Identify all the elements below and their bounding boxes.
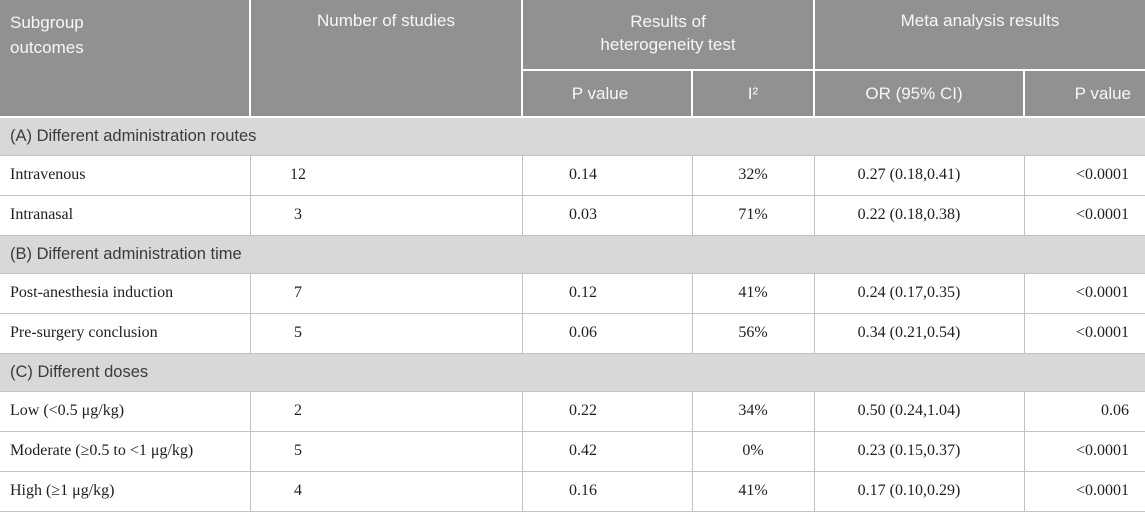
cell-outcome: Post-anesthesia induction — [0, 272, 250, 313]
section-label: (C) Different doses — [0, 352, 1145, 392]
table-row: Intravenous 12 0.14 32% 0.27 (0.18,0.41)… — [0, 154, 1145, 195]
header-row-subcolumns: P value I² OR (95% CI) P value — [0, 69, 1145, 118]
cell-p-meta: <0.0001 — [1023, 470, 1145, 511]
cell-outcome: Low (<0.5 μg/kg) — [0, 390, 250, 431]
cell-p-meta: <0.0001 — [1023, 154, 1145, 195]
table-row: Low (<0.5 μg/kg) 2 0.22 34% 0.50 (0.24,1… — [0, 390, 1145, 431]
header-cell-number-of-studies: Number of studies — [249, 0, 522, 118]
table-row: Moderate (≥0.5 to <1 μg/kg) 5 0.42 0% 0.… — [0, 430, 1145, 471]
header-cell-p-value-het: P value — [521, 69, 692, 118]
cell-outcome: Moderate (≥0.5 to <1 μg/kg) — [0, 430, 250, 471]
header-cell-i-squared: I² — [691, 69, 814, 118]
cell-studies: 7 — [249, 272, 522, 313]
cell-i2: 0% — [691, 430, 814, 471]
table-row: High (≥1 μg/kg) 4 0.16 41% 0.17 (0.10,0.… — [0, 470, 1145, 511]
cell-i2: 34% — [691, 390, 814, 431]
cell-i2: 71% — [691, 194, 814, 235]
cell-or: 0.23 (0.15,0.37) — [813, 430, 1024, 471]
cell-p-het: 0.22 — [521, 390, 692, 431]
table-row: Intranasal 3 0.03 71% 0.22 (0.18,0.38) <… — [0, 194, 1145, 235]
table-row: Post-anesthesia induction 7 0.12 41% 0.2… — [0, 272, 1145, 313]
cell-p-het: 0.14 — [521, 154, 692, 195]
cell-outcome: Intranasal — [0, 194, 250, 235]
cell-studies: 4 — [249, 470, 522, 511]
cell-studies: 12 — [249, 154, 522, 195]
cell-studies: 5 — [249, 430, 522, 471]
cell-studies: 3 — [249, 194, 522, 235]
section-row-c: (C) Different doses — [0, 352, 1145, 392]
cell-or: 0.17 (0.10,0.29) — [813, 470, 1024, 511]
cell-or: 0.22 (0.18,0.38) — [813, 194, 1024, 235]
cell-studies: 5 — [249, 312, 522, 353]
section-row-b: (B) Different administration time — [0, 234, 1145, 274]
header-label-subgroup-outcomes: Subgroup outcomes — [10, 13, 84, 57]
table-row: Pre-surgery conclusion 5 0.06 56% 0.34 (… — [0, 312, 1145, 353]
header-cell-or-ci: OR (95% CI) — [813, 69, 1024, 118]
cell-or: 0.50 (0.24,1.04) — [813, 390, 1024, 431]
cell-studies: 2 — [249, 390, 522, 431]
header-row-groups: Subgroup outcomes Number of studies Resu… — [0, 0, 1145, 118]
cell-i2: 32% — [691, 154, 814, 195]
table-header: Subgroup outcomes Number of studies Resu… — [0, 0, 1145, 118]
cell-i2: 41% — [691, 470, 814, 511]
section-row-a: (A) Different administration routes — [0, 116, 1145, 156]
cell-i2: 41% — [691, 272, 814, 313]
cell-or: 0.27 (0.18,0.41) — [813, 154, 1024, 195]
cell-p-het: 0.06 — [521, 312, 692, 353]
cell-i2: 56% — [691, 312, 814, 353]
header-cell-meta-group: Meta analysis results — [812, 0, 1145, 71]
header-cell-subgroup-outcomes: Subgroup outcomes — [0, 0, 250, 118]
table-body: (A) Different administration routes Intr… — [0, 116, 1145, 511]
cell-or: 0.34 (0.21,0.54) — [813, 312, 1024, 353]
cell-outcome: Intravenous — [0, 154, 250, 195]
cell-p-meta: <0.0001 — [1023, 272, 1145, 313]
cell-p-het: 0.42 — [521, 430, 692, 471]
cell-p-meta: <0.0001 — [1023, 430, 1145, 471]
section-label: (A) Different administration routes — [0, 116, 1145, 156]
cell-or: 0.24 (0.17,0.35) — [813, 272, 1024, 313]
cell-p-meta: 0.06 — [1023, 390, 1145, 431]
cell-outcome: Pre-surgery conclusion — [0, 312, 250, 353]
cell-p-meta: <0.0001 — [1023, 194, 1145, 235]
cell-p-meta: <0.0001 — [1023, 312, 1145, 353]
header-cell-p-value-meta: P value — [1022, 69, 1145, 118]
header-cell-heterogeneity-group: Results of heterogeneity test — [521, 0, 814, 71]
cell-outcome: High (≥1 μg/kg) — [0, 470, 250, 511]
cell-p-het: 0.12 — [521, 272, 692, 313]
section-label: (B) Different administration time — [0, 234, 1145, 274]
cell-p-het: 0.03 — [521, 194, 692, 235]
header-label-heterogeneity-group: Results of heterogeneity test — [600, 12, 736, 54]
cell-p-het: 0.16 — [521, 470, 692, 511]
